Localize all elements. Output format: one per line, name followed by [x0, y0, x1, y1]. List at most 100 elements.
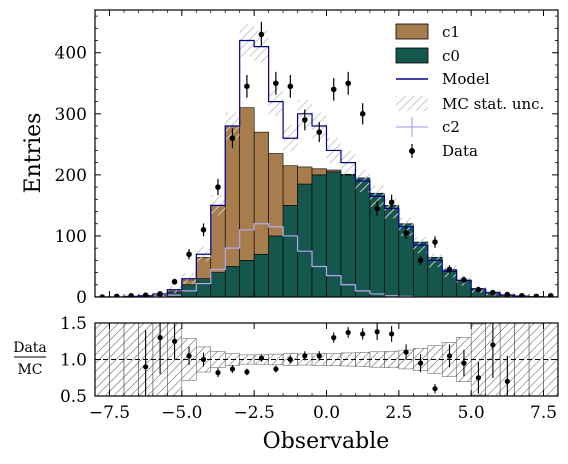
- main-y-tick-label: 400: [55, 44, 87, 64]
- ratio-point: [143, 364, 149, 370]
- data-point: [461, 277, 467, 283]
- ratio-point: [316, 353, 322, 359]
- ratio-x-tick-label: 0.0: [313, 403, 340, 423]
- bar-c0: [297, 183, 313, 297]
- bar-c0: [210, 272, 226, 297]
- ratio-point: [504, 378, 510, 384]
- data-point: [403, 230, 409, 236]
- legend-label-c0: c0: [442, 47, 460, 65]
- data-point: [200, 227, 207, 233]
- legend-label-model: Model: [442, 70, 490, 88]
- data-point: [504, 291, 511, 297]
- bar-c0: [326, 171, 342, 297]
- data-point: [244, 83, 250, 90]
- data-point: [374, 205, 380, 212]
- bar-c1: [297, 166, 313, 185]
- main-y-tick-label: 0: [76, 288, 87, 308]
- ratio-ylabel-denominator: MC: [17, 362, 42, 378]
- legend-label-data: Data: [442, 142, 478, 160]
- ratio-x-tick-label: −2.5: [234, 403, 275, 423]
- ratio-point: [389, 331, 395, 337]
- ratio-y-tick-label: 0.5: [60, 387, 87, 407]
- data-point: [519, 292, 525, 297]
- ratio-plot-area: [95, 323, 558, 396]
- main-y-tick-label: 200: [55, 166, 87, 186]
- bar-c0: [224, 266, 240, 297]
- bar-c1: [326, 169, 342, 173]
- ratio-y-ticks: 0.5 1.0 1.5: [60, 314, 558, 407]
- main-x-ticks: [94, 10, 559, 297]
- data-point: [547, 292, 554, 297]
- ratio-y-tick-label: 1.5: [60, 314, 87, 334]
- bar-c1: [311, 168, 327, 176]
- data-point: [490, 289, 496, 296]
- legend-label-mc-unc: MC stat. unc.: [442, 95, 544, 113]
- ratio-x-tick-label: −5.0: [161, 403, 202, 423]
- data-point: [142, 292, 149, 297]
- ratio-point: [374, 329, 380, 335]
- ratio-point: [258, 355, 264, 361]
- data-point: [446, 266, 453, 273]
- ratio-point: [287, 356, 293, 363]
- main-y-ticks: 0 100 200 300 400: [55, 15, 558, 308]
- ratio-point: [215, 370, 221, 376]
- ratio-point: [490, 342, 496, 348]
- bar-c0: [355, 177, 371, 297]
- main-panel: 0 100 200 300 400 Entries: [21, 9, 559, 308]
- ratio-ylabel-numerator: Data: [13, 340, 47, 356]
- main-y-tick-label: 300: [55, 105, 87, 125]
- data-point: [215, 184, 221, 190]
- bar-c0: [239, 260, 255, 297]
- ratio-x-tick-label: 7.5: [530, 403, 557, 423]
- bar-c0: [384, 205, 400, 297]
- ratio-x-tick-label: −7.5: [89, 403, 130, 423]
- legend-label-c1: c1: [442, 23, 460, 41]
- ratio-x-tick-label: 5.0: [458, 403, 485, 423]
- legend-swatch-c1: [395, 23, 429, 40]
- data-point: [171, 278, 178, 285]
- ratio-point: [229, 366, 236, 372]
- legend-swatch-c0: [395, 47, 429, 64]
- data-point: [432, 239, 438, 245]
- bar-c1: [268, 153, 284, 237]
- ratio-point: [186, 353, 192, 359]
- main-plot-area: [95, 21, 558, 297]
- ratio-point: [157, 335, 163, 341]
- data-point: [301, 117, 308, 123]
- ratio-point: [417, 360, 424, 366]
- bar-c0: [268, 235, 284, 297]
- ratio-point: [200, 356, 207, 363]
- bar-c0: [253, 253, 269, 297]
- ratio-point: [446, 353, 453, 359]
- ratio-point: [273, 366, 279, 372]
- ratio-point: [461, 360, 467, 366]
- ratio-point: [302, 353, 308, 359]
- data-point: [186, 251, 192, 258]
- model-step-line: [95, 39, 558, 297]
- data-point: [417, 257, 424, 264]
- data-point: [113, 293, 120, 297]
- legend-swatch-mc-unc: [396, 96, 428, 111]
- data-point: [287, 83, 294, 90]
- data-point: [229, 135, 236, 142]
- ratio-point: [171, 338, 178, 344]
- main-y-tick-label: 100: [55, 227, 87, 247]
- bar-c1: [282, 165, 298, 206]
- data-point: [316, 129, 323, 135]
- data-point: [533, 293, 540, 297]
- x-axis-title: Observable: [263, 429, 390, 454]
- bar-c0: [282, 205, 298, 297]
- data-point: [359, 111, 366, 117]
- data-point: [388, 199, 395, 206]
- ratio-point: [475, 375, 482, 381]
- data-point: [128, 292, 134, 297]
- bar-c0: [340, 174, 356, 297]
- y-axis-title: Entries: [21, 113, 46, 194]
- bar-c1: [239, 107, 255, 261]
- data-point: [330, 86, 337, 93]
- ratio-point: [360, 331, 366, 337]
- bar-c0: [311, 174, 327, 297]
- ratio-x-tick-label: 2.5: [385, 403, 412, 423]
- data-point: [99, 294, 106, 297]
- ratio-x-ticks: −7.5 −5.0 −2.5 0.0 2.5 5.0 7.5: [89, 323, 559, 423]
